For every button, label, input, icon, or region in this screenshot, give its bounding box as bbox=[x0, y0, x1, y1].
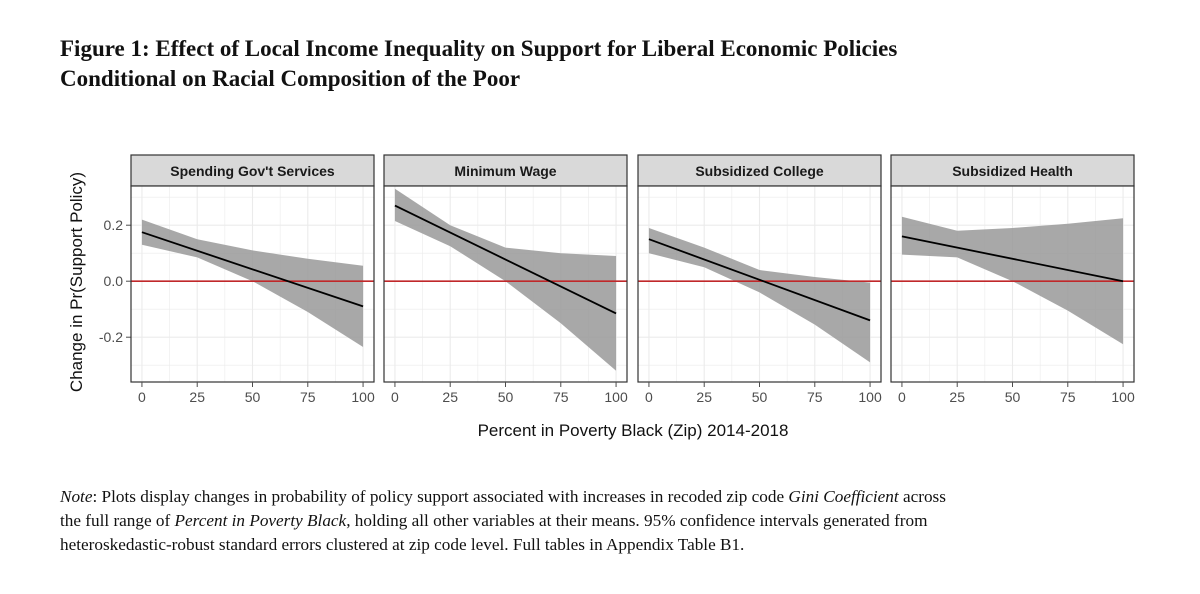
x-tick-label: 0 bbox=[138, 389, 146, 405]
x-tick-label: 25 bbox=[696, 389, 712, 405]
x-tick-label: 75 bbox=[1060, 389, 1076, 405]
gridlines bbox=[638, 186, 881, 382]
note-label: Note bbox=[60, 487, 93, 506]
estimate-line bbox=[141, 231, 364, 308]
confidence-band bbox=[394, 188, 617, 371]
facet-panel: Minimum Wage 0 25 50 75 100 bbox=[383, 154, 628, 405]
x-tick-label: 25 bbox=[189, 389, 205, 405]
note-poverty-term: Percent in Poverty Black bbox=[174, 511, 347, 530]
note-text-1: : Plots display changes in probability o… bbox=[92, 487, 789, 506]
x-tick-label: 100 bbox=[604, 389, 628, 405]
x-tick-label: 50 bbox=[1005, 389, 1021, 405]
facet-panel: Spending Gov't Services 0 25 50 75 100 bbox=[130, 154, 375, 405]
estimate-line bbox=[648, 238, 871, 322]
note-line-1: Note: Plots display changes in probabili… bbox=[60, 485, 1160, 509]
y-tick-label: -0.2 bbox=[99, 329, 123, 345]
note-line-3: heteroskedastic-robust standard errors c… bbox=[60, 535, 745, 554]
x-tick-label: 0 bbox=[898, 389, 906, 405]
note-text-3: the full range of bbox=[60, 511, 175, 530]
x-tick-label: 50 bbox=[752, 389, 768, 405]
facet-panel: Subsidized College 0 25 50 75 100 bbox=[637, 154, 882, 405]
facet-strip-label: Spending Gov't Services bbox=[170, 163, 335, 179]
y-tick-label: 0.0 bbox=[104, 273, 124, 289]
x-axis-title: Percent in Poverty Black (Zip) 2014-2018 bbox=[478, 421, 789, 440]
estimate-line bbox=[901, 235, 1124, 283]
facet-strip-label: Subsidized College bbox=[695, 163, 824, 179]
x-tick-label: 75 bbox=[300, 389, 316, 405]
x-tick-label: 100 bbox=[1111, 389, 1135, 405]
facet-strip-label: Subsidized Health bbox=[952, 163, 1073, 179]
confidence-band bbox=[648, 228, 871, 363]
y-tick-label: 0.2 bbox=[104, 217, 124, 233]
x-tick-label: 100 bbox=[351, 389, 375, 405]
facet-strip bbox=[383, 154, 628, 187]
x-tick-label: 0 bbox=[391, 389, 399, 405]
figure-title-line-2: Conditional on Racial Composition of the… bbox=[60, 66, 521, 91]
x-tick-label: 50 bbox=[498, 389, 514, 405]
figure-note: Note: Plots display changes in probabili… bbox=[60, 485, 1160, 557]
y-axis-ticks: 0.2 0.0 -0.2 bbox=[99, 217, 131, 345]
x-tick-label: 25 bbox=[442, 389, 458, 405]
x-tick-label: 100 bbox=[858, 389, 882, 405]
estimate-line bbox=[394, 204, 617, 315]
note-text-4: , holding all other variables at their m… bbox=[346, 511, 928, 530]
x-tick-label: 50 bbox=[245, 389, 261, 405]
note-text-2: across bbox=[898, 487, 946, 506]
x-tick-label: 0 bbox=[645, 389, 653, 405]
facet-strip bbox=[890, 154, 1135, 187]
x-tick-label: 75 bbox=[553, 389, 569, 405]
facet-strip-label: Minimum Wage bbox=[454, 163, 556, 179]
figure-title: Figure 1: Effect of Local Income Inequal… bbox=[60, 34, 1160, 94]
x-tick-label: 75 bbox=[807, 389, 823, 405]
figure-title-line-1: Figure 1: Effect of Local Income Inequal… bbox=[60, 36, 898, 61]
x-tick-label: 25 bbox=[949, 389, 965, 405]
note-gini-term: Gini Coefficient bbox=[788, 487, 899, 506]
facet-panel: Subsidized Health 0 25 50 75 100 bbox=[890, 154, 1135, 405]
y-axis-title: Change in Pr(Support Policy) bbox=[67, 172, 86, 392]
note-line-2: the full range of Percent in Poverty Bla… bbox=[60, 509, 1160, 533]
